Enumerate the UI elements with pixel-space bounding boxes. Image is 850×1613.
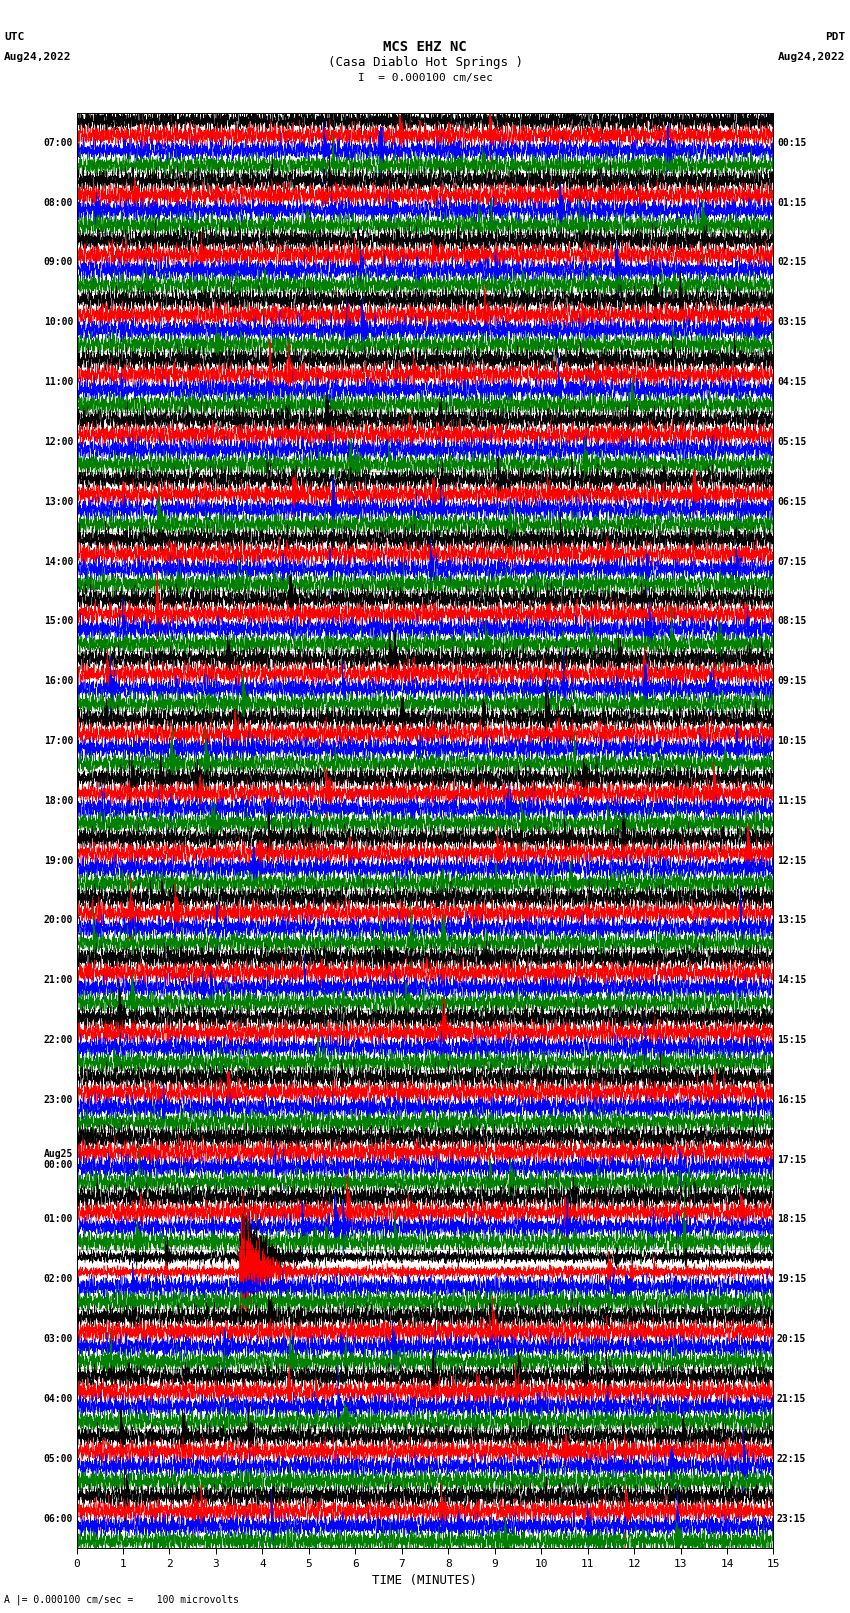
Text: 20:15: 20:15: [777, 1334, 807, 1344]
Text: UTC: UTC: [4, 32, 25, 42]
Text: 13:00: 13:00: [43, 497, 73, 506]
Text: 06:00: 06:00: [43, 1513, 73, 1524]
Text: 10:15: 10:15: [777, 736, 807, 745]
Text: 08:00: 08:00: [43, 198, 73, 208]
Text: 19:15: 19:15: [777, 1274, 807, 1284]
Text: 17:00: 17:00: [43, 736, 73, 745]
Text: Aug24,2022: Aug24,2022: [779, 52, 846, 61]
Text: 23:15: 23:15: [777, 1513, 807, 1524]
Text: 04:15: 04:15: [777, 377, 807, 387]
Text: 20:00: 20:00: [43, 916, 73, 926]
Text: PDT: PDT: [825, 32, 846, 42]
Text: 17:15: 17:15: [777, 1155, 807, 1165]
Text: 07:00: 07:00: [43, 137, 73, 148]
Text: 12:15: 12:15: [777, 855, 807, 866]
Text: 00:15: 00:15: [777, 137, 807, 148]
Text: 13:15: 13:15: [777, 916, 807, 926]
Text: 10:00: 10:00: [43, 318, 73, 327]
Text: 21:00: 21:00: [43, 976, 73, 986]
Text: 05:00: 05:00: [43, 1453, 73, 1463]
Text: MCS EHZ NC: MCS EHZ NC: [383, 40, 467, 55]
Text: 14:00: 14:00: [43, 556, 73, 566]
Text: 03:15: 03:15: [777, 318, 807, 327]
Text: Aug24,2022: Aug24,2022: [4, 52, 71, 61]
Text: 15:00: 15:00: [43, 616, 73, 626]
Text: 05:15: 05:15: [777, 437, 807, 447]
Text: I  = 0.000100 cm/sec: I = 0.000100 cm/sec: [358, 73, 492, 82]
Text: 21:15: 21:15: [777, 1394, 807, 1403]
Text: 22:15: 22:15: [777, 1453, 807, 1463]
Text: 18:00: 18:00: [43, 795, 73, 806]
Text: 12:00: 12:00: [43, 437, 73, 447]
Text: 08:15: 08:15: [777, 616, 807, 626]
Text: 03:00: 03:00: [43, 1334, 73, 1344]
Text: Aug25
00:00: Aug25 00:00: [43, 1148, 73, 1171]
Text: 14:15: 14:15: [777, 976, 807, 986]
Text: 19:00: 19:00: [43, 855, 73, 866]
Text: 02:15: 02:15: [777, 258, 807, 268]
Text: (Casa Diablo Hot Springs ): (Casa Diablo Hot Springs ): [327, 56, 523, 69]
Text: 09:15: 09:15: [777, 676, 807, 686]
Text: 15:15: 15:15: [777, 1036, 807, 1045]
Text: 11:00: 11:00: [43, 377, 73, 387]
Text: 11:15: 11:15: [777, 795, 807, 806]
Text: 01:00: 01:00: [43, 1215, 73, 1224]
Text: A |= 0.000100 cm/sec =    100 microvolts: A |= 0.000100 cm/sec = 100 microvolts: [4, 1594, 239, 1605]
Text: 09:00: 09:00: [43, 258, 73, 268]
Text: 23:00: 23:00: [43, 1095, 73, 1105]
Text: 07:15: 07:15: [777, 556, 807, 566]
Text: 18:15: 18:15: [777, 1215, 807, 1224]
X-axis label: TIME (MINUTES): TIME (MINUTES): [372, 1574, 478, 1587]
Text: 01:15: 01:15: [777, 198, 807, 208]
Text: 16:00: 16:00: [43, 676, 73, 686]
Text: 04:00: 04:00: [43, 1394, 73, 1403]
Text: 22:00: 22:00: [43, 1036, 73, 1045]
Text: 06:15: 06:15: [777, 497, 807, 506]
Text: 16:15: 16:15: [777, 1095, 807, 1105]
Text: 02:00: 02:00: [43, 1274, 73, 1284]
